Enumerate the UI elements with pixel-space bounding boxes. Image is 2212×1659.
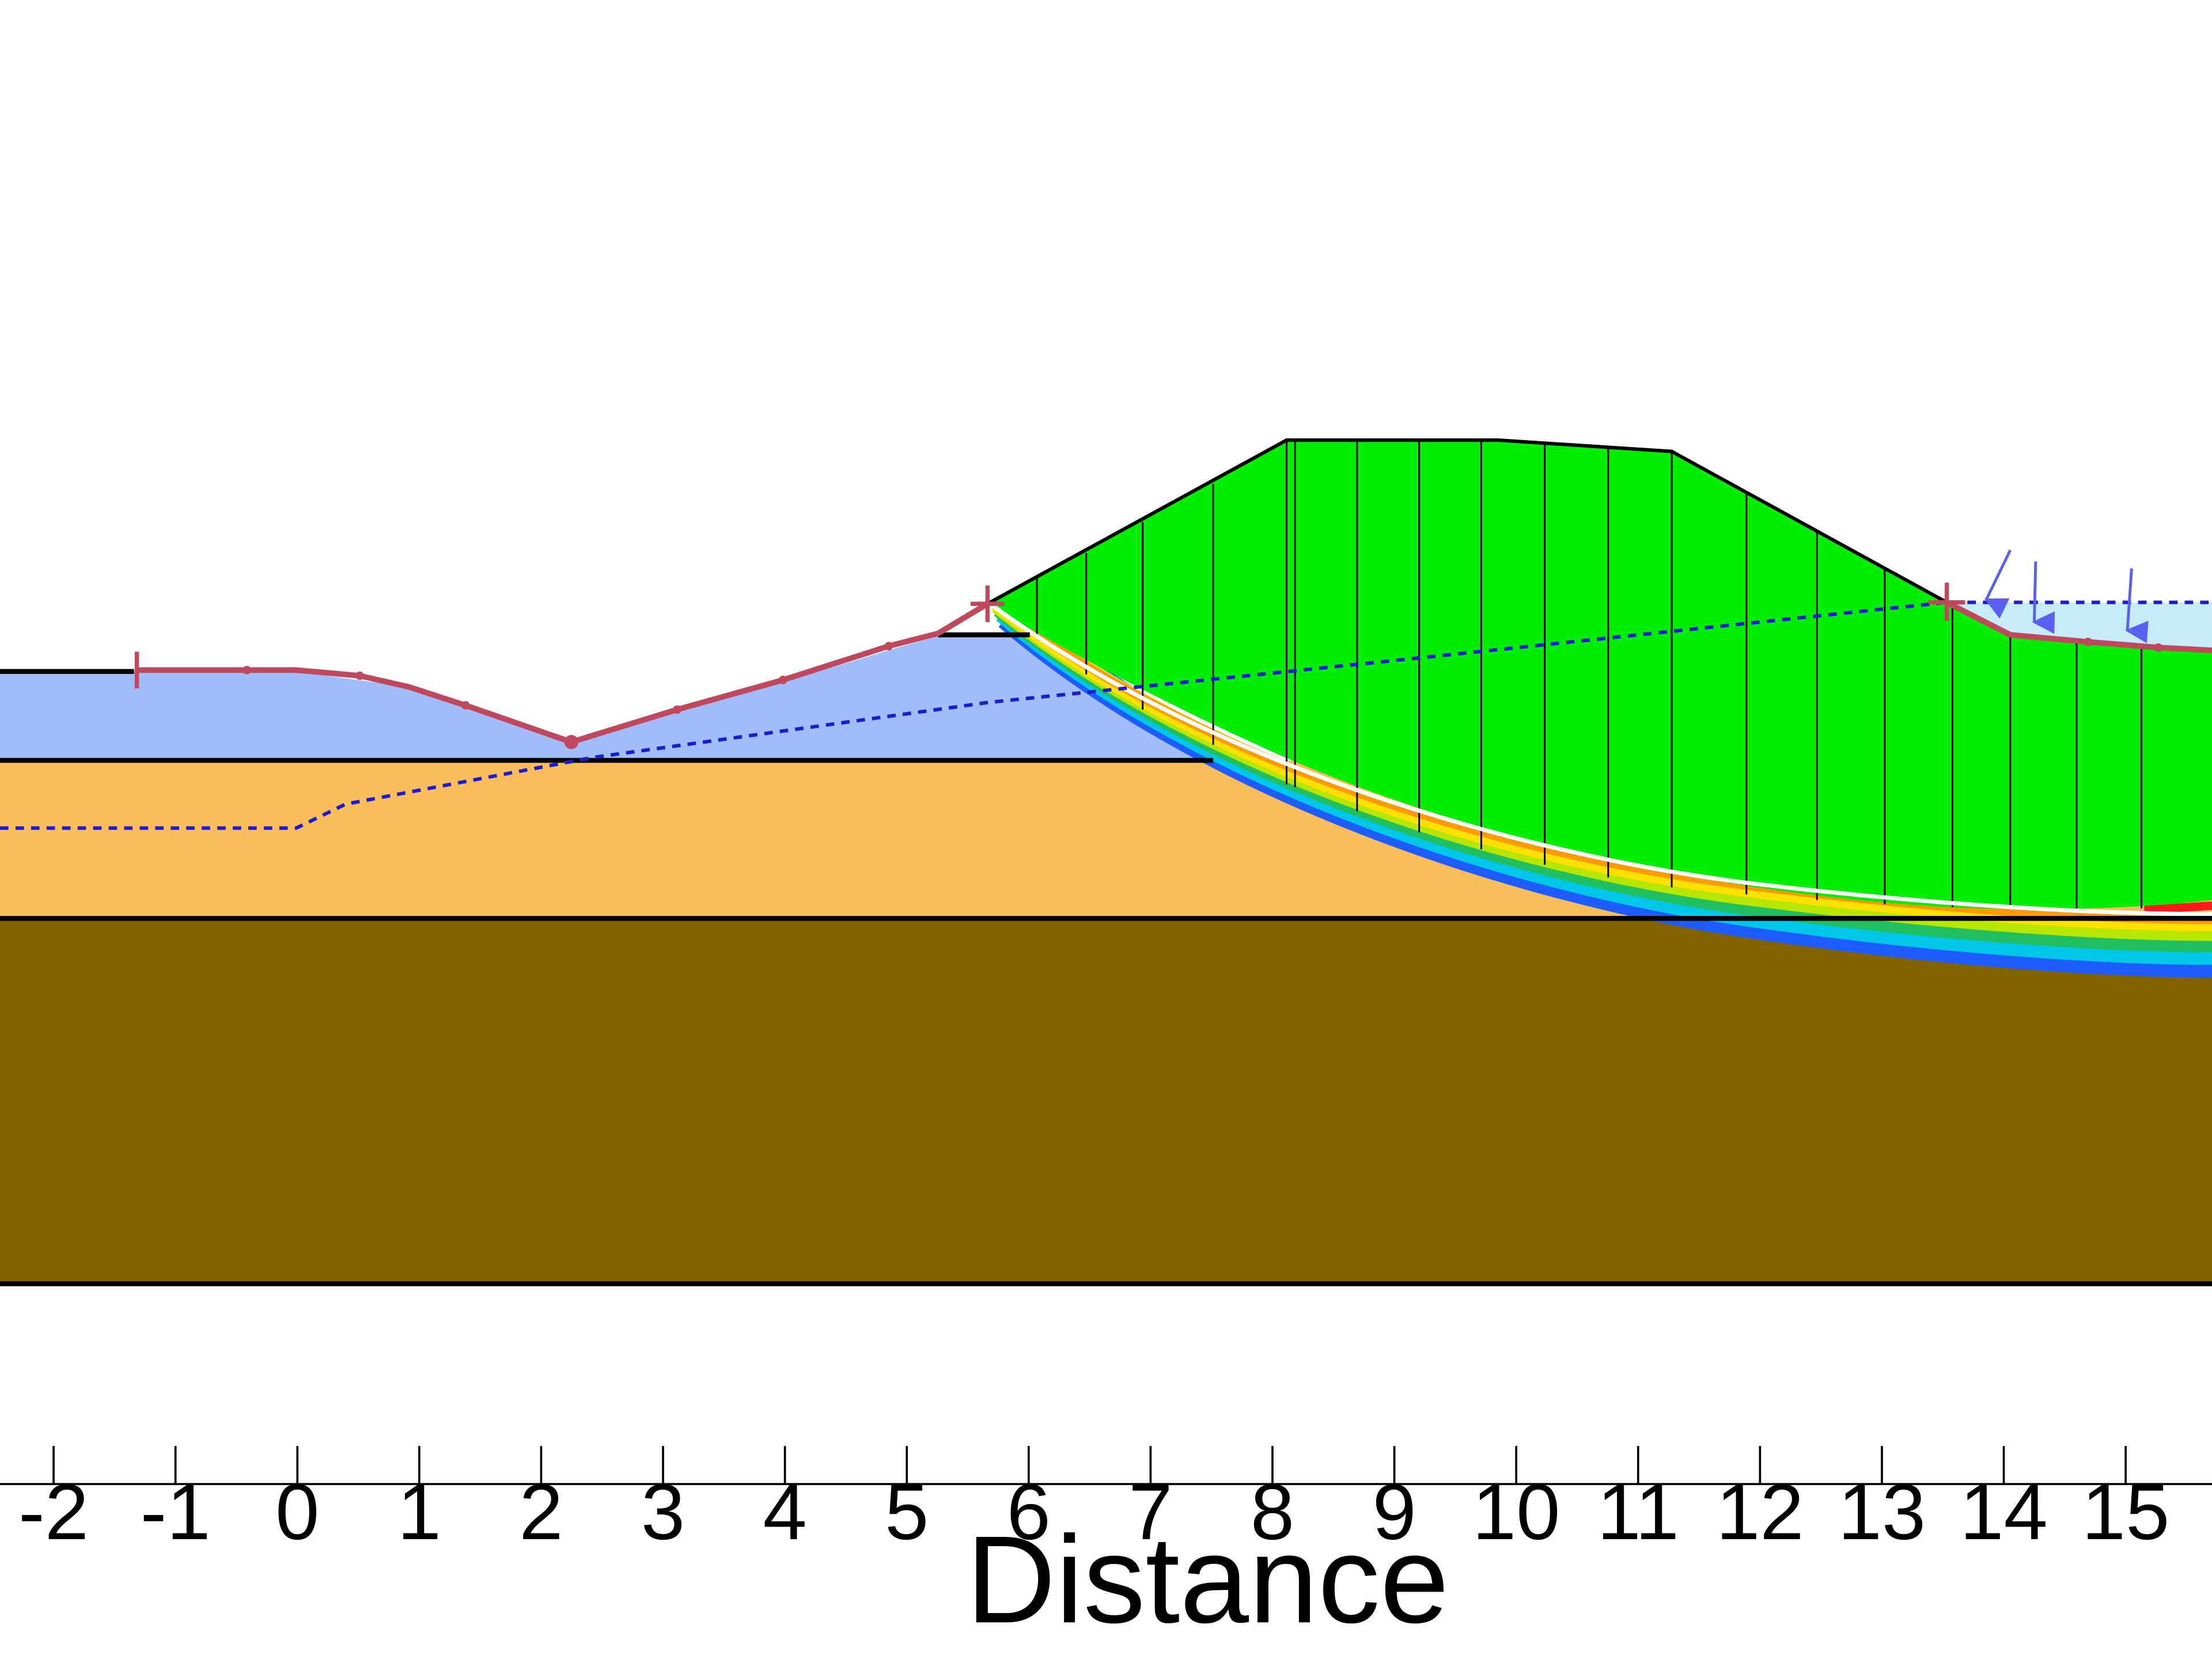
load-arrow xyxy=(2125,568,2149,643)
tick-label: 6 xyxy=(1007,1468,1051,1556)
tick-label: 15 xyxy=(2082,1468,2170,1556)
tick-labels: -2 -1 0 1 2 3 4 5 6 7 8 9 10 11 12 13 14 15 xyxy=(18,1468,2169,1556)
vertex-marker xyxy=(2154,643,2163,652)
vertex-marker xyxy=(355,671,364,680)
polyline-vertices xyxy=(243,637,2163,749)
vertex-marker xyxy=(2084,637,2092,646)
tick-label: 8 xyxy=(1251,1468,1294,1556)
water-load-arrows xyxy=(1984,550,2149,643)
vertex-marker xyxy=(461,701,470,710)
tick-label: 7 xyxy=(1128,1468,1172,1556)
load-arrow xyxy=(1984,550,2012,619)
load-arrow xyxy=(2032,561,2055,634)
x-axis: -2 -1 0 1 2 3 4 5 6 7 8 9 10 11 12 13 14 15 Distance xyxy=(0,1446,2212,1649)
slice-lines xyxy=(1036,440,2143,910)
vertex-marker xyxy=(564,734,579,749)
tick-label: 4 xyxy=(763,1468,806,1556)
bedrock-layer xyxy=(0,918,2212,1284)
tick-label: 1 xyxy=(397,1468,441,1556)
vertex-marker xyxy=(884,642,893,650)
tick-label: 12 xyxy=(1716,1468,1804,1556)
tick-label: 13 xyxy=(1838,1468,1926,1556)
vertex-marker xyxy=(673,705,681,714)
cross-marker-icon xyxy=(970,585,1005,622)
clay-layer xyxy=(0,635,1214,760)
tick-label: 9 xyxy=(1372,1468,1416,1556)
search-limit-markers xyxy=(134,582,1965,689)
vertex-marker xyxy=(778,676,787,684)
critical-slip-surface xyxy=(988,602,2212,916)
x-axis-title: Distance xyxy=(966,1510,1449,1649)
tick-label: 14 xyxy=(1960,1468,2048,1556)
band-red xyxy=(2143,901,2212,914)
tick-label: -1 xyxy=(141,1468,211,1556)
tick-label: 10 xyxy=(1472,1468,1560,1556)
layer-boundaries xyxy=(0,632,2212,1286)
tick-marks xyxy=(52,1446,2127,1484)
tick-label: 2 xyxy=(519,1468,563,1556)
tick-label: 0 xyxy=(275,1468,319,1556)
tick-label: -2 xyxy=(18,1468,89,1556)
tick-label: 5 xyxy=(885,1468,929,1556)
cross-marker-icon xyxy=(1928,582,1965,621)
slip-mass-outline xyxy=(986,438,1948,605)
tick-label: 11 xyxy=(1597,1468,1679,1556)
vertex-marker xyxy=(243,665,251,675)
critical-slip-mass xyxy=(987,440,2212,910)
tick-label: 3 xyxy=(641,1468,685,1556)
